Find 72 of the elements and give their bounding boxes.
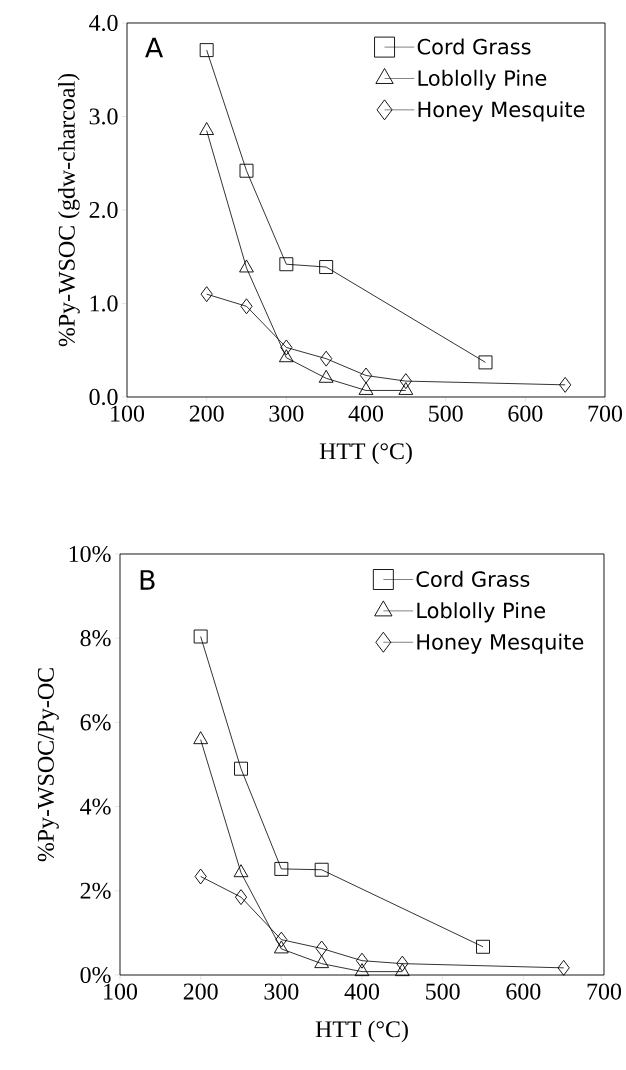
point (275, 931, 288, 948)
point (240, 298, 253, 315)
x-tick-label: 300 (264, 983, 299, 1000)
point (200, 286, 213, 303)
legend-label: Honey Mesquite (417, 633, 584, 654)
legend-label: Honey Mesquite (418, 101, 585, 122)
point (399, 373, 412, 390)
point (475, 939, 490, 954)
x-tick-label: 500 (429, 405, 463, 422)
legend-label: Loblolly Pine (418, 69, 547, 91)
point (319, 260, 333, 274)
x-tick-label: 700 (588, 405, 622, 422)
x-axis-title: HTT (°C) (315, 1020, 408, 1043)
point (355, 952, 368, 969)
x-tick-label: 100 (111, 405, 144, 422)
point (273, 940, 289, 954)
legend-label: Loblolly Pine (417, 602, 545, 623)
point (234, 889, 247, 906)
point (279, 257, 294, 272)
point (396, 955, 409, 972)
point (233, 864, 249, 878)
y-axis-title: %Py-WSOC/Py-OC (37, 668, 59, 862)
y-tick-label: 6% (80, 714, 111, 731)
x-tick-label: 500 (426, 983, 460, 1000)
x-tick-label: 400 (344, 983, 379, 1000)
x-tick-label: 600 (506, 983, 541, 1000)
x-tick-label: 200 (183, 983, 218, 1000)
point (478, 355, 493, 370)
point (314, 955, 329, 969)
point (233, 761, 248, 776)
y-tick-label: 1.0 (90, 295, 118, 312)
y-axis-title: %Py-WSOC (gdw-charcoal) (57, 73, 80, 347)
point (394, 963, 410, 977)
point (274, 861, 289, 876)
point (319, 350, 333, 367)
y-tick-label: 3.0 (89, 108, 118, 125)
point (558, 376, 572, 393)
y-tick-label: 4% (79, 798, 111, 815)
legend-label: Cord Grass (416, 570, 530, 587)
point (193, 629, 208, 644)
point (557, 959, 570, 976)
point (193, 731, 208, 745)
point (239, 163, 254, 178)
legend-label: Cord Grass (417, 38, 531, 55)
point (318, 369, 334, 383)
point (359, 367, 372, 384)
annotation: B (140, 570, 155, 590)
point (278, 349, 294, 363)
x-axis-title: HTT (°C) (319, 442, 412, 465)
point (239, 259, 254, 273)
y-tick-label: 4.0 (88, 14, 118, 32)
x-tick-label: 100 (104, 983, 137, 1000)
y-tick-label: 2% (80, 882, 111, 899)
point (354, 963, 370, 977)
point (199, 43, 214, 58)
point (358, 382, 374, 395)
x-tick-label: 200 (189, 405, 224, 422)
y-tick-label: 0.0 (89, 388, 118, 406)
x-tick-label: 600 (508, 405, 543, 422)
y-tick-label: 10% (69, 545, 111, 563)
y-tick-label: 8% (80, 630, 111, 647)
point (194, 868, 207, 885)
point (398, 382, 414, 395)
y-tick-label: 0% (80, 966, 111, 984)
point (315, 940, 328, 957)
annotation: A (144, 37, 163, 58)
x-tick-label: 700 (587, 983, 621, 1000)
y-tick-label: 2.0 (89, 201, 118, 219)
x-tick-label: 400 (348, 405, 383, 422)
point (314, 862, 329, 877)
x-tick-label: 300 (269, 405, 304, 422)
point (280, 339, 293, 356)
